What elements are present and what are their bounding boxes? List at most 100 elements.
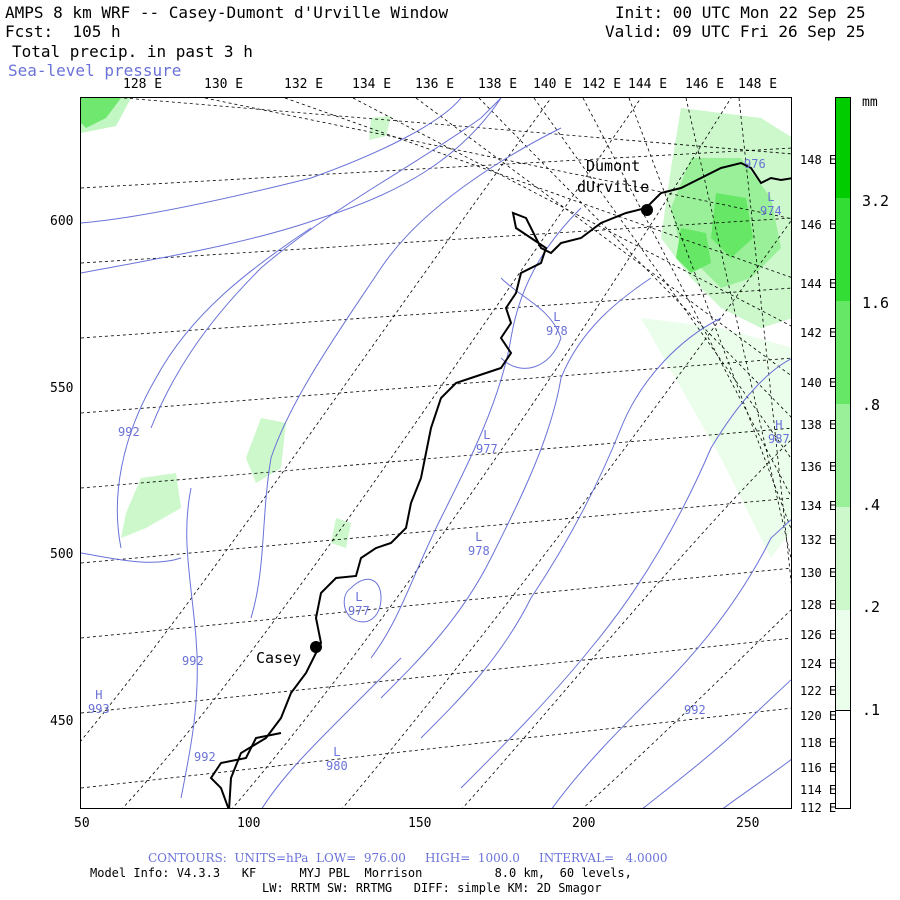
y-axis-label: 500	[50, 547, 74, 562]
pressure-label: L 977	[476, 428, 498, 456]
model-info: Model Info: V4.3.3 KF MYJ PBL Morrison 8…	[90, 866, 632, 880]
graticule-line	[204, 98, 791, 219]
pressure-label: L 980	[326, 745, 348, 773]
field-name: Total precip. in past 3 h	[12, 42, 253, 61]
graticule-line	[352, 98, 791, 327]
top-lon-label: 130 E	[204, 77, 244, 92]
top-lon-label: 128 E	[123, 77, 163, 92]
precip-shading	[81, 98, 791, 558]
right-lon-label: 144 E	[800, 277, 837, 291]
right-lon-label: 124 E	[800, 657, 837, 671]
graticule-arc	[232, 98, 732, 808]
colorbar-label: .1	[862, 701, 881, 719]
station-label-dumont: Dumont	[586, 157, 641, 175]
pressure-label: 992	[684, 703, 706, 717]
right-lon-label: 128 E	[800, 598, 837, 612]
station-label-casey: Casey	[256, 649, 302, 667]
pressure-label: L 974	[760, 190, 782, 218]
top-lon-label: 132 E	[284, 77, 324, 92]
graticule-line	[81, 707, 791, 789]
graticule-line	[81, 497, 791, 564]
colorbar-segment	[836, 404, 850, 508]
map-panel	[80, 97, 792, 809]
colorbar-segment	[836, 507, 850, 611]
physics-info: LW: RRTM SW: RRTMG DIFF: simple KM: 2D S…	[262, 881, 602, 895]
pressure-label: 992	[118, 425, 140, 439]
pressure-value: 992	[118, 425, 140, 439]
init-time: Init: 00 UTC Mon 22 Sep 25	[615, 3, 866, 22]
graticule-line	[81, 427, 791, 489]
pressure-label: L 977	[348, 590, 370, 618]
pressure-label: H 993	[88, 688, 110, 716]
dumont-durville-marker	[641, 204, 653, 216]
colorbar-label: 1.6	[862, 294, 890, 312]
graticule-line	[81, 567, 791, 639]
right-lon-label: 142 E	[800, 326, 837, 340]
pressure-label: 976	[744, 157, 766, 171]
right-lon-label: 122 E	[800, 684, 837, 698]
pressure-value: 977	[476, 442, 498, 456]
pressure-value: 978	[468, 544, 490, 558]
graticule-line	[478, 98, 791, 418]
pressure-value: 980	[326, 759, 348, 773]
pressure-value: 992	[182, 654, 204, 668]
right-lon-label: 146 E	[800, 218, 837, 232]
colorbar-label: .2	[862, 598, 881, 616]
contour-field-name: Sea-level pressure	[8, 61, 182, 80]
graticule-arc	[81, 98, 552, 742]
graticule-line	[81, 287, 791, 339]
pressure-value: 978	[546, 324, 568, 338]
right-lon-label: 126 E	[800, 628, 837, 642]
top-lon-label: 134 E	[352, 77, 392, 92]
coastline	[209, 161, 791, 808]
x-axis-label: 150	[408, 816, 432, 831]
x-axis-label: 100	[237, 816, 261, 831]
graticule-arc	[462, 439, 791, 808]
map-title: AMPS 8 km WRF -- Casey-Dumont d'Urville …	[5, 3, 449, 22]
y-axis-label: 450	[50, 714, 74, 729]
top-lon-label: 140 E	[533, 77, 573, 92]
colorbar-segment	[836, 98, 850, 199]
pressure-center-letter: H	[775, 418, 783, 432]
pressure-center-letter: L	[475, 530, 483, 544]
pressure-value: 977	[348, 604, 370, 618]
right-lon-label: 116 E	[800, 761, 837, 775]
colorbar-unit: mm	[862, 95, 878, 110]
top-lon-label: 146 E	[685, 77, 725, 92]
pressure-label: H 987	[768, 418, 790, 446]
pressure-center-letter: L	[355, 590, 363, 604]
pressure-center-letter: H	[95, 688, 103, 702]
graticule-line	[81, 357, 791, 414]
x-axis-label: 50	[74, 816, 90, 831]
right-lon-label: 112 E	[800, 801, 837, 815]
pressure-center-letter: L	[483, 428, 491, 442]
pressure-label: 992	[182, 654, 204, 668]
colorbar-segment	[836, 301, 850, 405]
right-lon-label: 130 E	[800, 566, 837, 580]
right-lon-label: 132 E	[800, 533, 837, 547]
graticule-line	[81, 637, 791, 714]
pressure-label: 992	[194, 750, 216, 764]
right-lon-label: 120 E	[800, 709, 837, 723]
pressure-contours	[81, 98, 791, 808]
x-axis-label: 200	[572, 816, 596, 831]
pressure-value: 976	[744, 157, 766, 171]
graticule-line	[81, 147, 791, 189]
right-lon-label: 148 E	[800, 153, 837, 167]
colorbar-segment	[836, 610, 850, 711]
top-lon-label: 136 E	[415, 77, 455, 92]
colorbar-label: 3.2	[862, 192, 890, 210]
pressure-center-letter: L	[333, 745, 341, 759]
right-lon-label: 134 E	[800, 499, 837, 513]
top-lon-label: 144 E	[628, 77, 668, 92]
graticule-arc	[582, 609, 791, 808]
pressure-value: 987	[768, 432, 790, 446]
top-lon-label: 148 E	[738, 77, 778, 92]
x-axis-label: 250	[736, 816, 760, 831]
right-lon-label: 114 E	[800, 783, 837, 797]
pressure-center-letter: L	[553, 310, 561, 324]
right-lon-label: 118 E	[800, 736, 837, 750]
top-lon-label: 138 E	[478, 77, 518, 92]
valid-time: Valid: 09 UTC Fri 26 Sep 25	[605, 22, 866, 41]
right-lon-label: 138 E	[800, 418, 837, 432]
